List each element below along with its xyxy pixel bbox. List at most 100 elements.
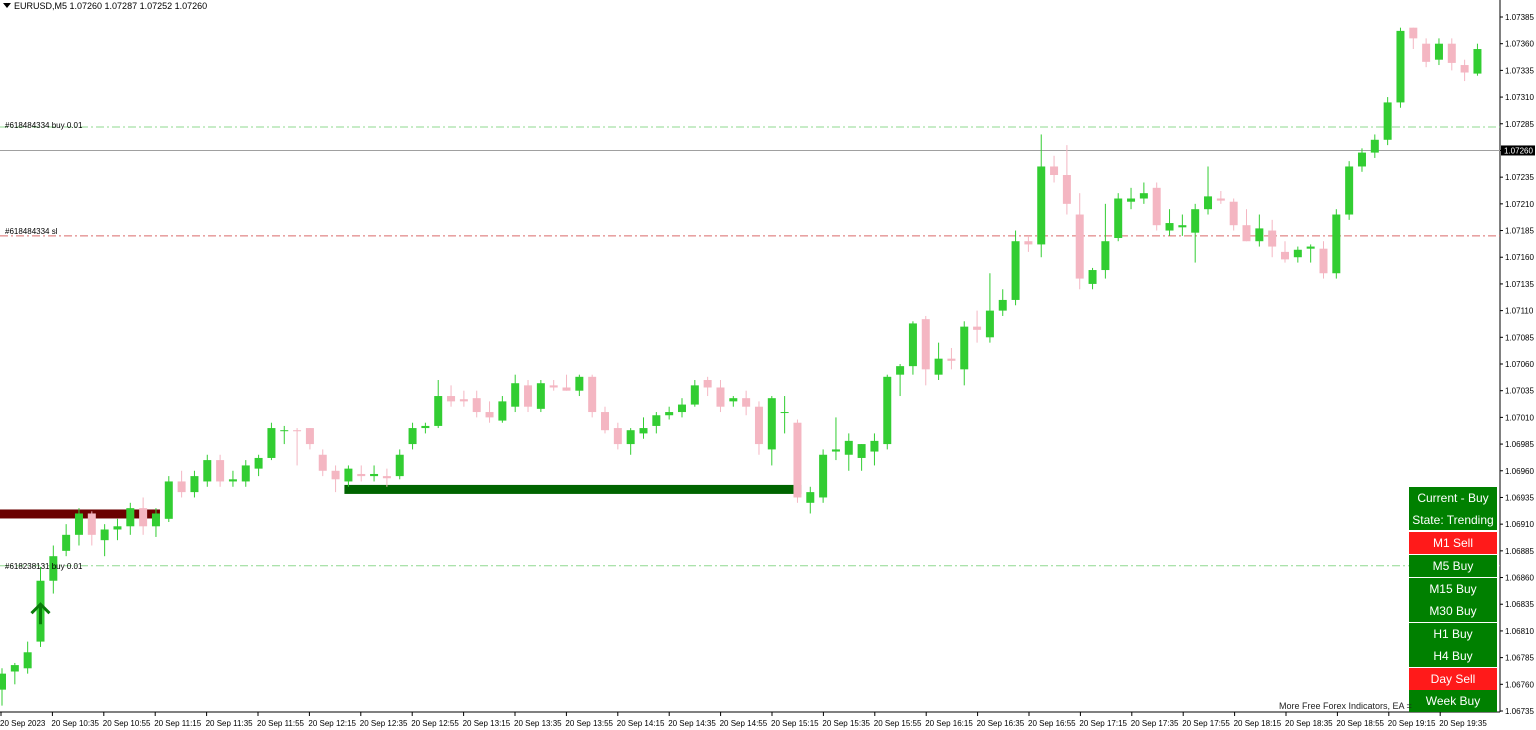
time-tick-label: 20 Sep 18:35: [1285, 719, 1333, 728]
price-tick-label: 1.07060: [1505, 360, 1534, 369]
bull-candle: [1345, 166, 1354, 215]
bear-candle: [87, 513, 96, 535]
panel-current-signal: Current - Buy: [1409, 487, 1497, 509]
current-price-label: 1.07260: [1504, 146, 1533, 155]
bear-candle: [472, 398, 481, 413]
bull-candle: [267, 428, 276, 458]
bull-candle: [190, 476, 199, 493]
price-tick-label: 1.06935: [1505, 493, 1534, 502]
bull-candle: [1357, 152, 1366, 167]
chart-header: EURUSD,M5 1.07260 1.07287 1.07252 1.0726…: [3, 1, 207, 11]
panel-m1: M1 Sell: [1409, 532, 1497, 554]
bear-candle: [562, 387, 571, 391]
bull-candle: [370, 473, 379, 477]
bull-candle: [395, 454, 404, 477]
bull-candle: [113, 526, 122, 530]
time-tick-label: 20 Sep 11:35: [206, 719, 254, 728]
bull-candle: [126, 508, 135, 527]
bear-candle: [139, 508, 148, 527]
time-tick-label: 20 Sep 18:15: [1234, 719, 1282, 728]
panel-week: Week Buy: [1409, 690, 1497, 712]
trade-line-label: #618238131 buy 0.01: [5, 562, 83, 571]
time-tick-label: 20 Sep 11:55: [257, 719, 305, 728]
time-tick-label: 20 Sep 2023: [0, 719, 46, 728]
bear-candle: [754, 406, 763, 445]
bull-candle: [10, 665, 19, 672]
panel-day: Day Sell: [1409, 668, 1497, 690]
bull-candle: [690, 385, 699, 405]
bull-candle: [1011, 241, 1020, 300]
bull-candle: [1306, 246, 1315, 249]
bull-candle: [254, 457, 263, 469]
bull-candle: [1101, 241, 1110, 271]
bull-candle: [151, 513, 160, 527]
bear-candle: [1460, 65, 1469, 73]
symbol-info: EURUSD,M5 1.07260 1.07287 1.07252 1.0726…: [14, 1, 208, 11]
time-tick-label: 20 Sep 13:35: [514, 719, 562, 728]
bear-candle: [1281, 251, 1289, 260]
bull-candle: [1139, 193, 1148, 199]
time-tick-label: 20 Sep 12:55: [411, 719, 459, 728]
bull-candle: [1383, 102, 1392, 140]
bull-candle: [934, 358, 943, 375]
time-tick-label: 20 Sep 15:15: [771, 719, 819, 728]
bull-candle: [652, 415, 661, 426]
bear-candle: [742, 398, 751, 407]
bull-candle: [536, 383, 545, 409]
footer-text: More Free Forex Indicators, EA =: [1279, 701, 1412, 711]
bull-candle: [960, 326, 969, 370]
time-tick-label: 20 Sep 15:55: [874, 719, 922, 728]
bull-candle: [639, 428, 648, 434]
bear-candle: [485, 412, 494, 418]
bull-candle: [767, 398, 776, 450]
price-tick-label: 1.06760: [1505, 680, 1534, 689]
time-tick-label: 20 Sep 12:15: [308, 719, 356, 728]
time-tick-label: 20 Sep 15:35: [822, 719, 870, 728]
bull-candle: [806, 492, 815, 503]
price-tick-label: 1.07010: [1505, 413, 1534, 422]
bull-candle: [1204, 196, 1213, 210]
bull-candle: [434, 396, 443, 426]
bear-candle: [921, 319, 930, 370]
time-tick-label: 20 Sep 11:15: [154, 719, 202, 728]
bull-candle: [831, 449, 840, 452]
bull-candle: [241, 465, 250, 482]
bear-candle: [793, 422, 802, 498]
bear-candle: [382, 476, 391, 479]
time-tick-label: 20 Sep 19:15: [1388, 719, 1436, 728]
bear-candle: [973, 326, 982, 330]
bear-candle: [601, 412, 610, 431]
support-zone: [344, 484, 802, 494]
price-tick-label: 1.06860: [1505, 574, 1534, 583]
time-tick-label: 20 Sep 17:15: [1079, 719, 1127, 728]
bear-candle: [1229, 201, 1238, 226]
bear-candle: [1319, 248, 1328, 274]
bull-candle: [1396, 30, 1405, 103]
dropdown-triangle-icon[interactable]: [3, 3, 11, 8]
panel-m15: M15 Buy: [1409, 578, 1497, 600]
bull-candle: [511, 383, 520, 407]
current-price-tag: [1501, 145, 1535, 156]
time-tick-label: 20 Sep 12:35: [360, 719, 408, 728]
price-tick-label: 1.07085: [1505, 333, 1534, 342]
bull-candle: [1434, 43, 1443, 60]
bear-candle: [1242, 225, 1251, 242]
bull-candle: [49, 556, 58, 581]
bear-candle: [1216, 198, 1225, 201]
time-tick-label: 20 Sep 18:55: [1336, 719, 1384, 728]
bull-candle: [1114, 198, 1123, 239]
bull-candle: [780, 412, 789, 414]
time-tick-label: 20 Sep 10:35: [51, 719, 99, 728]
bear-candle: [1024, 241, 1033, 245]
panel-m5: M5 Buy: [1409, 555, 1497, 577]
price-tick-label: 1.07035: [1505, 387, 1534, 396]
bear-candle: [293, 430, 302, 432]
time-tick-label: 20 Sep 10:55: [103, 719, 151, 728]
bear-candle: [588, 376, 597, 413]
bull-candle: [62, 534, 71, 551]
bull-candle: [1332, 214, 1341, 274]
bull-candle: [1473, 49, 1482, 74]
bull-candle: [408, 428, 417, 445]
price-tick-label: 1.06960: [1505, 467, 1534, 476]
